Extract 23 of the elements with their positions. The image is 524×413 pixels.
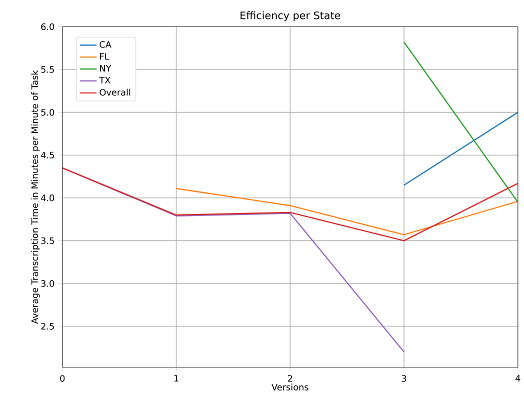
legend-label: TX xyxy=(99,76,110,84)
x-tick-label: 2 xyxy=(288,375,292,382)
legend-label: CA xyxy=(100,41,112,48)
chart-title: Efficiency per State xyxy=(240,11,340,22)
y-tick-label: 3.0 xyxy=(41,280,54,287)
legend-label: NY xyxy=(100,65,112,72)
x-axis-title: Versions xyxy=(272,384,308,391)
x-tick-label: 4 xyxy=(516,375,520,382)
x-tick-label: 0 xyxy=(60,375,65,382)
x-tick-label: 1 xyxy=(174,375,178,382)
y-tick-label: 5.0 xyxy=(41,108,54,116)
y-tick-label: 2.5 xyxy=(41,322,54,330)
y-tick-label: 5.5 xyxy=(41,66,54,73)
y-axis-title: Average Transcription Time in Minutes per Minute of Task xyxy=(31,70,40,324)
legend-label: FL xyxy=(100,53,110,60)
y-tick-label: 4.0 xyxy=(41,194,54,202)
y-tick-label: 3.5 xyxy=(41,237,54,244)
x-tick-label: 3 xyxy=(402,375,406,382)
line-series xyxy=(176,188,518,236)
legend-label: Overall xyxy=(100,88,130,96)
line-series xyxy=(62,167,518,242)
y-tick-label: 6.0 xyxy=(41,23,54,30)
y-tick-label: 4.5 xyxy=(41,152,54,158)
